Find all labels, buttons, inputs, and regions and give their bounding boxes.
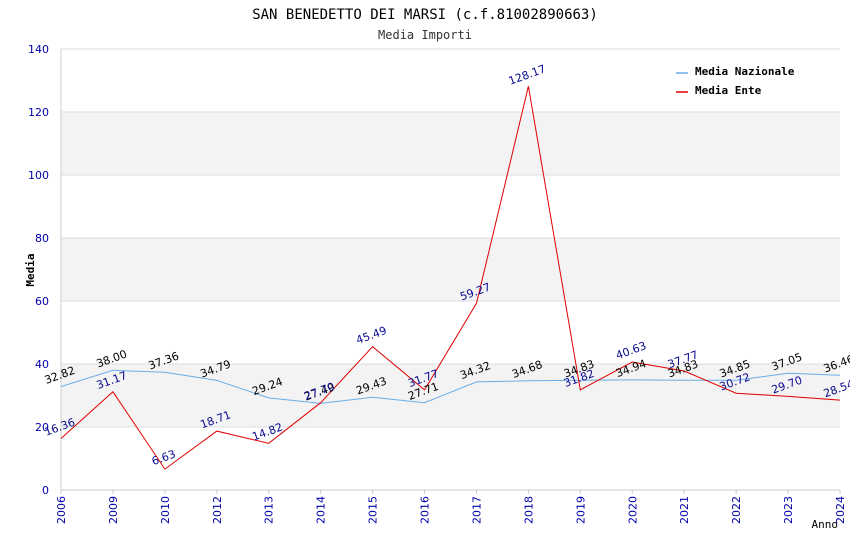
x-axis-label: Anno (812, 518, 839, 531)
x-tick-label: 2021 (678, 496, 691, 524)
series-line-media-ente (60, 86, 841, 470)
x-tick-label: 2023 (782, 496, 795, 524)
data-label: 128.17 (507, 62, 548, 87)
y-tick-label: 0 (42, 484, 49, 497)
y-axis-label: Media (24, 253, 37, 286)
x-tick-label: 2017 (470, 496, 483, 524)
background-bands (61, 112, 840, 427)
x-tick-label: 2024 (834, 496, 847, 524)
background-band (61, 112, 840, 175)
series-lines (60, 86, 841, 470)
y-tick-label: 20 (35, 421, 49, 434)
x-tick-label: 2013 (263, 496, 276, 524)
x-tick-label: 2010 (159, 496, 172, 524)
x-tick-label: 2012 (211, 496, 224, 524)
chart-subtitle: Media Importi (378, 28, 472, 42)
x-tick-label: 2014 (315, 496, 328, 524)
y-tick-label: 140 (28, 43, 49, 56)
x-tick-label: 2009 (107, 496, 120, 524)
data-label: 6.63 (150, 448, 177, 469)
data-label: 45.49 (354, 324, 388, 347)
x-tick-label: 2018 (522, 496, 535, 524)
x-tick-label: 2019 (574, 496, 587, 524)
background-band (61, 364, 840, 427)
x-tick-label: 2022 (730, 496, 743, 524)
y-tick-label: 80 (35, 232, 49, 245)
chart-title: SAN BENEDETTO DEI MARSI (c.f.81002890663… (252, 7, 598, 23)
y-tick-label: 60 (35, 295, 49, 308)
legend-label-media-nazionale: Media Nazionale (695, 65, 795, 78)
x-tick-label: 2015 (367, 496, 380, 524)
x-tick-label: 2020 (626, 496, 639, 524)
axes (60, 49, 841, 494)
background-band (61, 238, 840, 301)
series-line-media-nazionale (60, 369, 841, 404)
data-label: 16.36 (43, 416, 77, 439)
legend: Media Nazionale Media Ente (676, 65, 795, 97)
x-tick-label: 2016 (419, 496, 432, 524)
x-tick-labels: 2006 2009 2010 2012 2013 2014 2015 2016 2017 2018… (55, 496, 847, 524)
x-tick-label: 2006 (55, 496, 68, 524)
y-tick-label: 120 (28, 106, 49, 119)
y-tick-labels: 0 20 40 60 80 100 120 140 (28, 43, 49, 497)
y-tick-label: 100 (28, 169, 49, 182)
y-tick-label: 40 (35, 358, 49, 371)
legend-label-media-ente: Media Ente (695, 84, 762, 97)
